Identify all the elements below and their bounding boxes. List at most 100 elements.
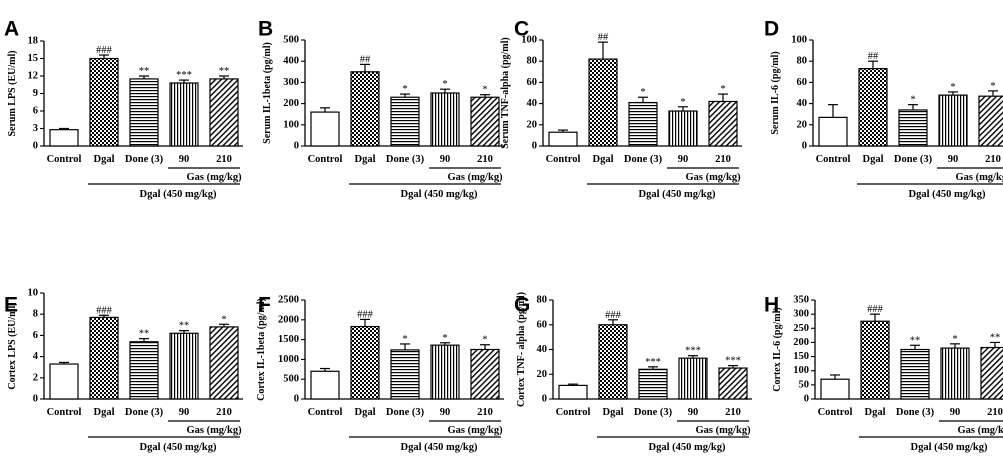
y-tick-label: 0 — [532, 141, 537, 152]
y-tick-label: 80 — [797, 56, 808, 67]
bar — [470, 348, 500, 400]
bar — [818, 116, 848, 147]
category-label: Done (3) — [386, 154, 425, 165]
category-label: Dgal — [593, 154, 614, 165]
y-tick-label: 250 — [793, 323, 809, 334]
bar — [980, 346, 1003, 400]
panel-letter: A — [4, 17, 19, 40]
bar — [708, 100, 738, 147]
bar — [310, 370, 340, 400]
category-label: Done (3) — [894, 154, 933, 165]
category-label: 90 — [950, 407, 961, 418]
y-tick-label: 0 — [33, 394, 38, 405]
y-axis-label: Cortex TNF- alpha (pg/ml) — [516, 292, 527, 407]
gas-group-label: Gas (mg/kg) — [186, 172, 242, 183]
bar — [548, 131, 578, 147]
category-label: 210 — [985, 154, 1001, 165]
dgal-group-label: Dgal (450 mg/kg) — [649, 442, 727, 453]
significance-marker: ** — [219, 66, 230, 77]
bar — [628, 101, 658, 147]
bar — [129, 78, 159, 147]
bar — [678, 357, 708, 400]
y-tick-label: 0 — [802, 141, 807, 152]
y-axis-label: Serum IL-1beta (pg/ml) — [262, 42, 273, 144]
bar — [558, 384, 588, 400]
significance-marker: ### — [605, 310, 622, 321]
significance-marker: ** — [179, 321, 190, 332]
significance-marker: ## — [868, 51, 879, 62]
bar — [470, 96, 500, 147]
category-label: Dgal — [94, 407, 115, 418]
category-label: Control — [816, 154, 851, 165]
category-label: 90 — [179, 154, 190, 165]
y-tick-label: 80 — [527, 56, 538, 67]
gas-group-label: Gas (mg/kg) — [957, 425, 1003, 436]
y-tick-label: 200 — [283, 98, 299, 109]
significance-marker: ## — [360, 54, 371, 65]
significance-marker: * — [402, 84, 407, 95]
significance-marker: * — [482, 85, 487, 96]
category-label: Dgal — [865, 407, 886, 418]
significance-marker: ** — [139, 66, 150, 77]
y-tick-label: 100 — [283, 119, 299, 130]
category-label: 90 — [440, 407, 451, 418]
bar — [350, 71, 380, 147]
category-label: Done (3) — [896, 407, 935, 418]
y-tick-label: 18 — [28, 36, 39, 47]
dgal-group-label: Dgal (450 mg/kg) — [639, 189, 717, 200]
y-tick-label: 20 — [527, 119, 538, 130]
y-tick-label: 20 — [797, 119, 808, 130]
significance-marker: * — [442, 333, 447, 344]
category-label: 210 — [987, 407, 1003, 418]
y-tick-label: 40 — [527, 98, 538, 109]
category-label: 210 — [477, 154, 493, 165]
gas-group-label: Gas (mg/kg) — [447, 425, 503, 436]
category-label: Done (3) — [125, 407, 164, 418]
y-tick-label: 40 — [797, 98, 808, 109]
y-tick-label: 0 — [294, 394, 299, 405]
category-label: Control — [47, 407, 82, 418]
category-label: Dgal — [863, 154, 884, 165]
y-tick-label: 100 — [793, 365, 809, 376]
significance-marker: ** — [990, 332, 1001, 343]
bar — [820, 378, 850, 400]
y-axis-label: Cortex IL-6 (pg/ml) — [772, 307, 783, 391]
bar — [430, 92, 460, 147]
bar — [940, 347, 970, 400]
y-tick-label: 15 — [28, 53, 39, 64]
bar — [310, 111, 340, 147]
panel-letter: F — [258, 293, 271, 316]
gas-group-label: Gas (mg/kg) — [447, 172, 503, 183]
bar — [390, 96, 420, 147]
y-tick-label: 0 — [33, 141, 38, 152]
bar — [900, 348, 930, 400]
category-label: Done (3) — [386, 407, 425, 418]
dgal-group-label: Dgal (450 mg/kg) — [140, 442, 218, 453]
bar — [858, 68, 888, 147]
y-tick-label: 300 — [793, 309, 809, 320]
bar — [860, 320, 890, 400]
category-label: 210 — [477, 407, 493, 418]
y-tick-label: 10 — [28, 288, 39, 299]
bar — [390, 349, 420, 400]
y-tick-label: 20 — [537, 369, 548, 380]
bar — [350, 325, 380, 400]
significance-marker: *** — [176, 70, 192, 81]
bar — [209, 78, 239, 147]
y-axis-label: Serum IL-6 (pg/ml) — [770, 51, 781, 134]
y-tick-label: 60 — [797, 77, 808, 88]
y-tick-label: 60 — [537, 319, 548, 330]
significance-marker: * — [990, 81, 995, 92]
y-axis-label: Cortex LPS (EU/ml) — [7, 302, 18, 389]
category-label: 210 — [715, 154, 731, 165]
bar — [89, 316, 119, 400]
significance-marker: * — [442, 79, 447, 90]
category-label: Dgal — [94, 154, 115, 165]
significance-marker: * — [680, 97, 685, 108]
bar — [49, 363, 79, 400]
y-tick-label: 60 — [527, 77, 538, 88]
dgal-group-label: Dgal (450 mg/kg) — [140, 189, 218, 200]
bar — [49, 129, 79, 147]
category-label: Control — [818, 407, 853, 418]
